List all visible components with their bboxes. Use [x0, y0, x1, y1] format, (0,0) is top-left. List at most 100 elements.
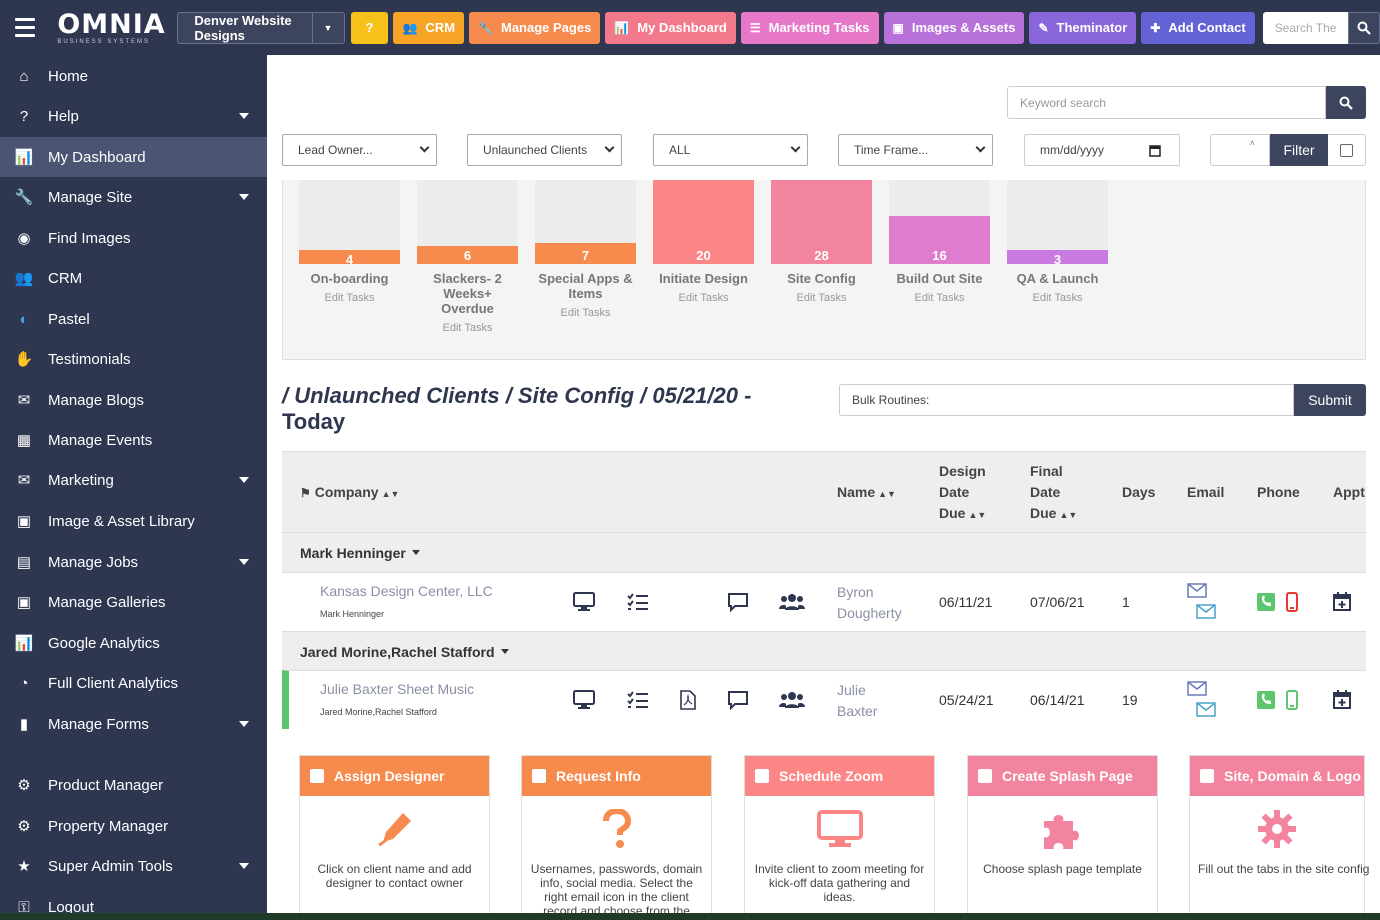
contact-last-name[interactable]: Baxter	[837, 703, 878, 719]
sidebar-item-logout[interactable]: ⚿ Logout	[0, 887, 267, 920]
sidebar-item-full-client-analytics[interactable]: ◔ Full Client Analytics	[0, 663, 267, 703]
bar[interactable]: 20	[653, 180, 754, 264]
group-header[interactable]: Mark Henninger	[282, 532, 1366, 572]
top-button-add-contact[interactable]: ✚ Add Contact	[1141, 11, 1255, 44]
contact-last-name[interactable]: Dougherty	[837, 605, 902, 621]
sidebar-item-crm[interactable]: 👥 CRM	[0, 258, 267, 298]
keyword-search-button[interactable]	[1326, 86, 1366, 119]
top-button-marketing-tasks[interactable]: ☰ Marketing Tasks	[740, 11, 879, 44]
task-checkbox[interactable]	[532, 769, 546, 783]
bulk-routines-select[interactable]: Bulk Routines:	[839, 384, 1294, 416]
sidebar-item-find-images[interactable]: ◉ Find Images	[0, 218, 267, 258]
monitor-icon[interactable]	[572, 592, 596, 617]
envelope-icon[interactable]	[1196, 702, 1216, 722]
phone-icon[interactable]	[1257, 593, 1275, 616]
edit-tasks-link[interactable]: Edit Tasks	[442, 322, 493, 334]
group-icon[interactable]	[779, 691, 805, 714]
sidebar-item-testimonials[interactable]: ✋ Testimonials	[0, 339, 267, 379]
task-list-icon[interactable]	[627, 593, 649, 616]
caret-down-icon[interactable]	[239, 559, 249, 565]
edit-tasks-link[interactable]: Edit Tasks	[678, 292, 729, 304]
contact-first-name[interactable]: Byron	[837, 584, 874, 600]
caret-down-icon[interactable]	[239, 863, 249, 869]
bar[interactable]: 3	[1007, 250, 1108, 267]
caret-down-icon[interactable]	[239, 113, 249, 119]
bar[interactable]: 6	[417, 246, 518, 264]
monitor-icon[interactable]	[572, 690, 596, 715]
bar[interactable]: 28	[771, 180, 872, 264]
calendar-plus-icon[interactable]	[1332, 592, 1352, 617]
sidebar-item-property-manager[interactable]: ⚙ Property Manager	[0, 806, 267, 846]
sidebar-item-product-manager[interactable]: ⚙ Product Manager	[0, 765, 267, 805]
caret-down-icon[interactable]	[500, 649, 509, 654]
task-checkbox[interactable]	[310, 769, 324, 783]
mobile-phone-icon[interactable]	[1286, 690, 1298, 715]
caret-down-icon[interactable]	[411, 550, 420, 555]
hamburger-menu-icon[interactable]	[15, 18, 36, 37]
sidebar-item-marketing[interactable]: ✉ Marketing	[0, 460, 267, 500]
edit-tasks-link[interactable]: Edit Tasks	[796, 292, 847, 304]
sidebar-item-pastel[interactable]: ◐ Pastel	[0, 299, 267, 339]
number-input[interactable]: ˄	[1210, 134, 1270, 166]
company-link[interactable]: Julie Baxter Sheet Music	[320, 681, 475, 697]
company-link[interactable]: Kansas Design Center, LLC	[320, 583, 493, 599]
edit-tasks-link[interactable]: Edit Tasks	[914, 292, 965, 304]
envelope-icon[interactable]	[1187, 583, 1207, 603]
sidebar-item-help[interactable]: ? Help	[0, 96, 267, 136]
group-icon[interactable]	[779, 593, 805, 616]
time-frame-select[interactable]: Time Frame...	[838, 134, 993, 166]
logo[interactable]: OMNIA BUSINESS SYSTEMS	[57, 8, 166, 45]
envelope-icon[interactable]	[1196, 604, 1216, 624]
top-button-crm[interactable]: 👥 CRM	[393, 11, 465, 44]
sidebar-item-my-dashboard[interactable]: 📊 My Dashboard	[0, 137, 267, 177]
chevron-down-icon[interactable]: ▼	[311, 12, 344, 43]
sidebar-item-manage-galleries[interactable]: ▣ Manage Galleries	[0, 582, 267, 622]
group-header[interactable]: Jared Morine,Rachel Stafford	[282, 631, 1366, 671]
sidebar-item-manage-events[interactable]: ▦ Manage Events	[0, 420, 267, 460]
lead-owner-select[interactable]: Lead Owner...	[282, 134, 437, 166]
task-list-icon[interactable]	[627, 691, 649, 714]
column-design-due[interactable]: Design Date Due ▲▼	[939, 463, 987, 521]
bar[interactable]: 16	[889, 216, 990, 264]
phone-icon[interactable]	[1257, 691, 1275, 714]
top-search-button[interactable]	[1347, 11, 1380, 44]
top-search-input[interactable]: Search The	[1262, 11, 1348, 44]
date-input[interactable]: mm/dd/yyyy	[1024, 134, 1180, 166]
mobile-phone-icon[interactable]	[1286, 592, 1298, 617]
edit-tasks-link[interactable]: Edit Tasks	[560, 307, 611, 319]
sidebar-item-home[interactable]: ⌂ Home	[0, 56, 267, 96]
filter-button[interactable]: Filter	[1270, 134, 1328, 166]
bar[interactable]: 7	[535, 243, 636, 264]
comment-icon[interactable]	[727, 592, 749, 617]
contact-first-name[interactable]: Julie	[837, 682, 866, 698]
calendar-icon[interactable]	[1149, 144, 1161, 157]
submit-button[interactable]: Submit	[1294, 384, 1366, 416]
column-name[interactable]: Name ▲▼	[837, 484, 896, 500]
pdf-file-icon[interactable]	[680, 690, 696, 715]
sidebar-item-super-admin-tools[interactable]: ★ Super Admin Tools	[0, 846, 267, 886]
site-select[interactable]: Denver Website Designs ▼	[177, 11, 345, 44]
envelope-icon[interactable]	[1187, 681, 1207, 701]
top-help-button[interactable]: ?	[350, 11, 389, 44]
top-button-manage-pages[interactable]: 🔧 Manage Pages	[469, 11, 601, 44]
spinner-icon[interactable]: ˄	[1249, 138, 1255, 148]
sidebar-item-manage-blogs[interactable]: ✉ Manage Blogs	[0, 380, 267, 420]
task-checkbox[interactable]	[755, 769, 769, 783]
edit-tasks-link[interactable]: Edit Tasks	[1032, 292, 1083, 304]
caret-down-icon[interactable]	[239, 477, 249, 483]
sidebar-item-manage-site[interactable]: 🔧 Manage Site	[0, 177, 267, 217]
calendar-plus-icon[interactable]	[1332, 690, 1352, 715]
column-final-due[interactable]: Final Date Due ▲▼	[1030, 463, 1078, 521]
sidebar-item-manage-jobs[interactable]: ▤ Manage Jobs	[0, 542, 267, 582]
filter-checkbox[interactable]	[1340, 143, 1353, 157]
task-checkbox[interactable]	[978, 769, 992, 783]
caret-down-icon[interactable]	[239, 721, 249, 727]
bar[interactable]: 4	[299, 250, 400, 267]
caret-down-icon[interactable]	[239, 194, 249, 200]
sidebar-item-google-analytics[interactable]: 📊 Google Analytics	[0, 623, 267, 663]
sidebar-item-image-asset-library[interactable]: ▣ Image & Asset Library	[0, 501, 267, 541]
client-type-select[interactable]: Unlaunched Clients	[467, 134, 622, 166]
column-company[interactable]: ⚑ Company ▲▼	[300, 484, 400, 500]
keyword-search-input[interactable]: Keyword search	[1007, 86, 1326, 119]
edit-tasks-link[interactable]: Edit Tasks	[324, 292, 375, 304]
